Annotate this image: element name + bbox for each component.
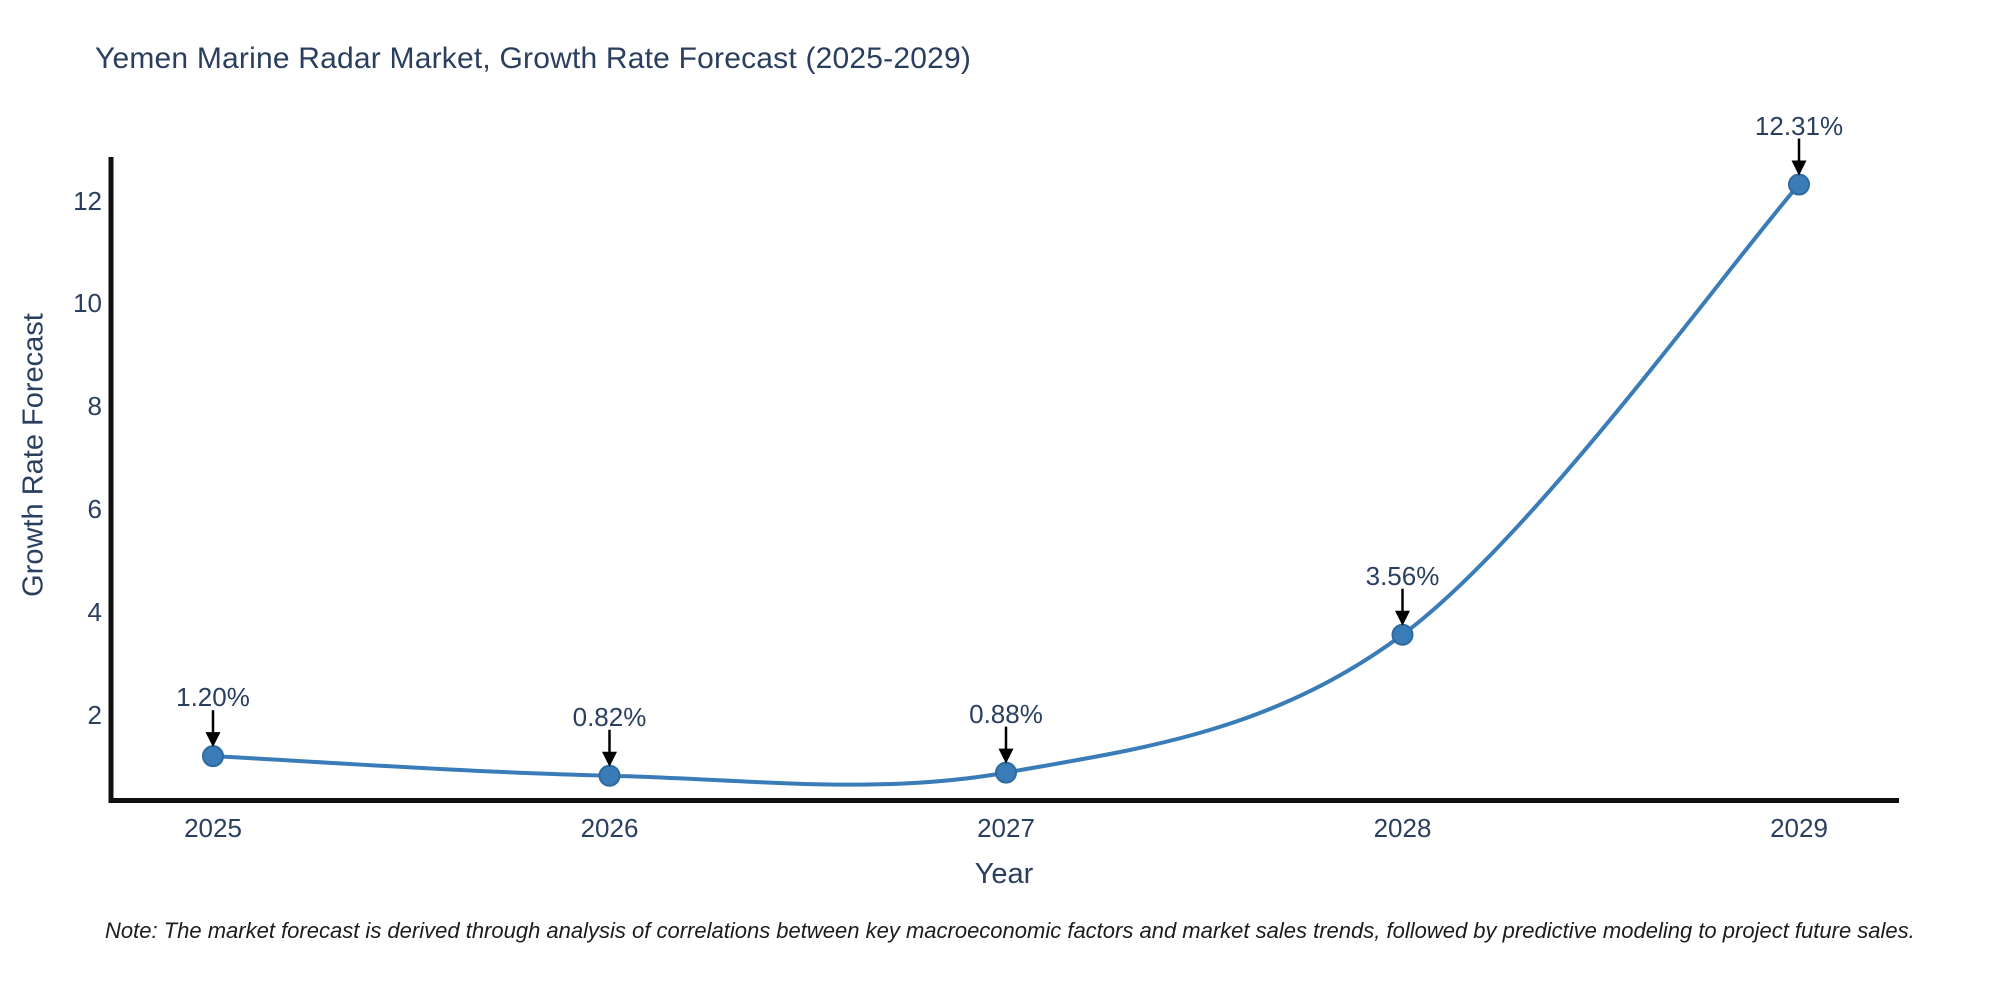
x-tick-label: 2027 [977, 813, 1035, 843]
annotation-arrowhead [1791, 160, 1807, 176]
annotation-arrowhead [1395, 610, 1410, 626]
x-tick-label: 2026 [580, 813, 639, 843]
footnote: Note: The market forecast is derived thr… [105, 918, 1915, 943]
series-line [212, 183, 1801, 787]
data-point-marker[interactable] [1788, 173, 1810, 196]
x-axis-title: Year [974, 858, 1034, 890]
annotation-label: 3.56% [1365, 560, 1440, 591]
y-tick-label: 4 [87, 597, 102, 628]
data-point-marker[interactable] [995, 761, 1017, 784]
data-point-marker[interactable] [202, 745, 224, 768]
x-tick-label: 2029 [1770, 813, 1828, 843]
y-tick-label: 8 [87, 391, 102, 422]
data-point-marker[interactable] [1391, 623, 1414, 646]
annotation-arrowhead [205, 732, 221, 748]
annotation-label: 12.31% [1754, 110, 1844, 141]
annotation-arrowhead [602, 751, 617, 767]
x-tick-label: 2028 [1373, 813, 1432, 843]
y-tick-label: 12 [73, 185, 102, 216]
y-tick-label: 2 [87, 700, 102, 730]
y-tick-label: 10 [73, 288, 102, 319]
annotation-label: 1.20% [176, 682, 250, 713]
y-tick-label: 6 [87, 494, 102, 525]
data-point-marker[interactable] [598, 764, 621, 787]
x-tick-label: 2025 [184, 813, 242, 843]
chart-title: Yemen Marine Radar Market, Growth Rate F… [95, 42, 972, 75]
annotation-label: 0.82% [572, 701, 647, 732]
annotation-arrowhead [998, 748, 1014, 764]
annotation-label: 0.88% [969, 698, 1043, 729]
